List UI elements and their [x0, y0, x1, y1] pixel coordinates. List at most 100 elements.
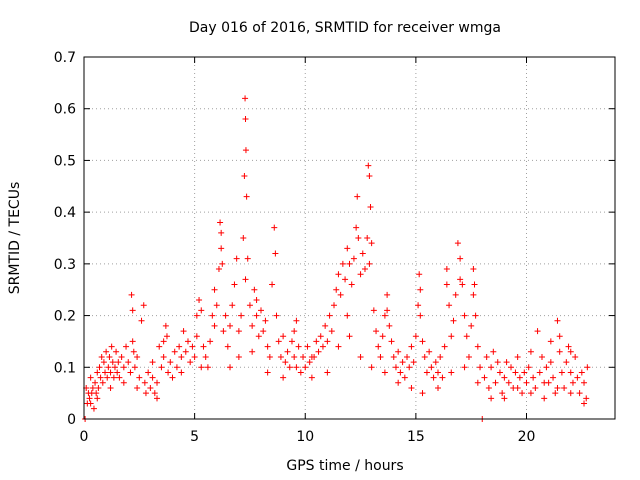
data-point [415, 302, 422, 309]
data-point [574, 374, 581, 381]
data-point [386, 322, 393, 329]
data-point [275, 338, 282, 345]
data-point [235, 328, 242, 335]
x-tick-label: 15 [407, 429, 425, 445]
data-point [103, 348, 110, 355]
data-point [180, 328, 187, 335]
data-point [293, 364, 300, 371]
data-point [536, 369, 543, 376]
data-point [446, 302, 453, 309]
data-point [110, 374, 117, 381]
data-point [262, 317, 269, 324]
data-point [558, 369, 565, 376]
data-point [527, 390, 534, 397]
data-point [530, 374, 537, 381]
data-point [581, 379, 588, 386]
data-point [224, 343, 231, 350]
data-point [346, 333, 353, 340]
data-point [534, 328, 541, 335]
data-point [222, 312, 229, 319]
data-point [324, 338, 331, 345]
data-point [439, 374, 446, 381]
data-point [346, 260, 353, 267]
data-point [191, 353, 198, 360]
data-point [578, 369, 585, 376]
data-point [483, 353, 490, 360]
data-point [99, 379, 106, 386]
data-point [134, 353, 141, 360]
data-point [416, 271, 423, 278]
data-point [89, 384, 96, 391]
data-point [550, 374, 557, 381]
data-point [552, 390, 559, 397]
y-axis-label: SRMTID / TECUs [7, 182, 23, 295]
data-point [280, 374, 287, 381]
data-point [331, 302, 338, 309]
data-point [251, 286, 258, 293]
data-point [154, 379, 161, 386]
data-point [561, 384, 568, 391]
data-point [417, 312, 424, 319]
data-point [465, 353, 472, 360]
data-point [364, 235, 371, 241]
data-point [184, 338, 191, 345]
y-tick-label: 0.2 [54, 309, 76, 325]
x-axis-label: GPS time / hours [286, 458, 403, 474]
data-point [246, 302, 253, 309]
data-point [388, 338, 395, 345]
data-point [472, 312, 479, 319]
data-point [450, 317, 457, 324]
data-point [359, 250, 366, 257]
data-point [131, 364, 138, 371]
data-point [160, 353, 167, 360]
data-point [282, 359, 289, 366]
data-point [556, 348, 563, 355]
data-point [129, 307, 136, 314]
data-point [114, 369, 121, 376]
data-point [567, 369, 574, 376]
y-tick-label: 0.3 [54, 257, 76, 273]
data-point [547, 338, 554, 345]
data-point [249, 348, 256, 355]
data-point [111, 364, 118, 371]
x-tick-label: 10 [296, 429, 314, 445]
data-point [337, 291, 344, 298]
data-point [357, 353, 364, 360]
data-point [368, 364, 375, 371]
data-point [443, 266, 450, 273]
data-point [109, 359, 116, 366]
data-point [253, 312, 260, 319]
data-point [523, 379, 530, 386]
data-point [249, 322, 256, 329]
data-point [142, 390, 149, 397]
data-point [308, 353, 315, 360]
data-point [516, 374, 523, 381]
data-point [370, 307, 377, 314]
data-point [419, 390, 426, 397]
data-point [408, 384, 415, 391]
data-point [227, 322, 234, 329]
data-point [255, 333, 262, 340]
data-point [397, 369, 404, 376]
data-point [219, 260, 226, 267]
data-point [295, 343, 302, 350]
data-point [151, 390, 158, 397]
data-point [125, 359, 132, 366]
data-point [271, 224, 278, 231]
data-point [242, 116, 249, 123]
data-point [231, 281, 238, 288]
y-tick-label: 0.6 [54, 102, 76, 118]
data-point [178, 353, 185, 360]
data-point [490, 348, 497, 355]
data-point [196, 297, 203, 304]
data-point [167, 359, 174, 366]
data-point [147, 384, 154, 391]
data-point [120, 379, 127, 386]
data-point [379, 333, 386, 340]
data-point [264, 369, 271, 376]
data-point [218, 245, 225, 252]
data-point [474, 343, 481, 350]
data-point [209, 312, 216, 319]
data-point [176, 343, 183, 350]
data-point [165, 369, 172, 376]
